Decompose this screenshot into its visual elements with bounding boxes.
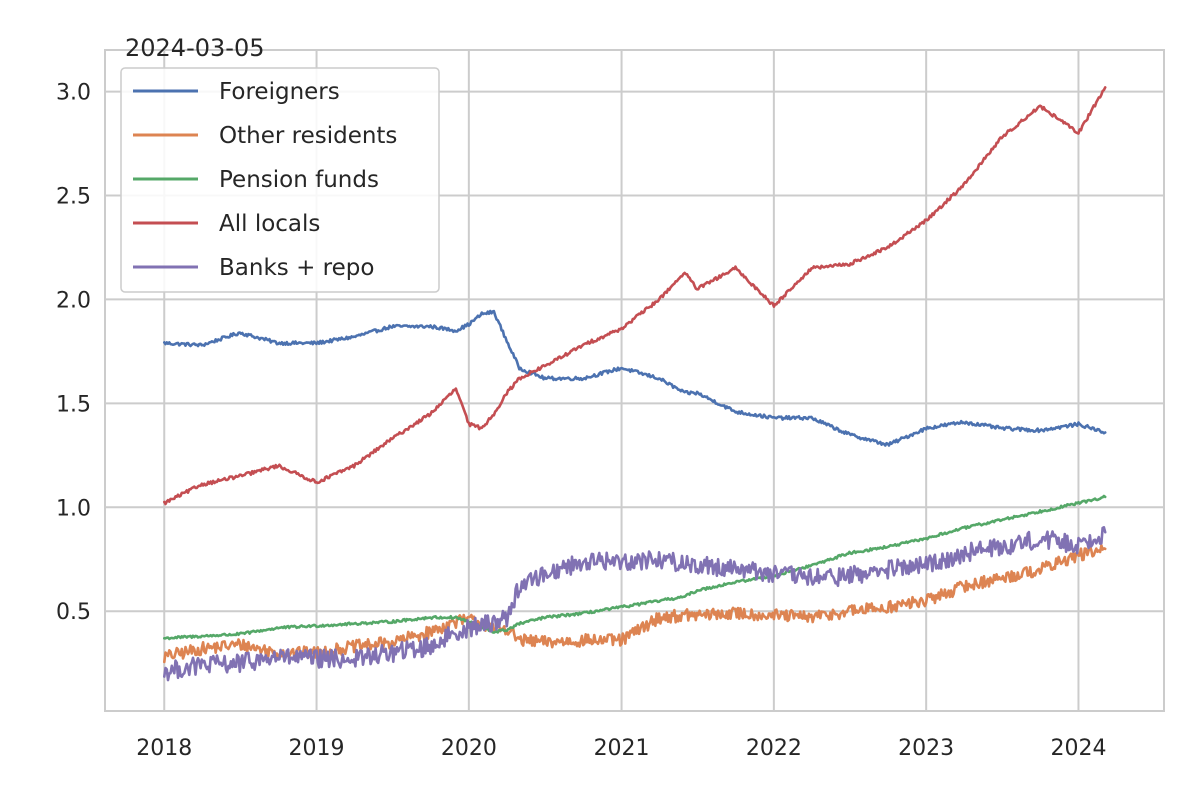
legend-label: All locals	[219, 211, 320, 237]
legend-label: Other residents	[219, 123, 397, 149]
y-tick-label: 2.0	[56, 288, 91, 313]
x-tick-label: 2019	[289, 736, 345, 761]
series-line-foreigners	[163, 309, 1107, 447]
series-line-banks-repo	[163, 526, 1107, 682]
x-tick-label: 2020	[441, 736, 497, 761]
series-line-all-locals	[163, 86, 1107, 506]
plot-frame	[104, 49, 1165, 712]
legend-label: Pension funds	[219, 167, 379, 193]
x-tick-label: 2021	[594, 736, 650, 761]
chart-title: 2024-03-05	[125, 34, 264, 62]
y-tick-label: 1.0	[56, 496, 91, 521]
series-line-pension-funds	[163, 494, 1107, 641]
y-tick-label: 3.0	[56, 81, 91, 106]
series-layer	[163, 86, 1107, 682]
legend-label: Foreigners	[219, 79, 340, 105]
y-tick-label: 0.5	[56, 600, 91, 625]
x-tick-label: 2023	[898, 736, 954, 761]
y-tick-label: 2.5	[56, 185, 91, 210]
x-tick-label: 2022	[746, 736, 802, 761]
legend-box	[120, 67, 440, 293]
x-tick-label: 2024	[1050, 736, 1106, 761]
y-tick-label: 1.5	[56, 392, 91, 417]
tick-labels: 2018 2019 2020 2021 2022 2023 2024 0.5 1.0 1.5 2.0…	[56, 81, 1106, 761]
legend-label: Banks + repo	[219, 255, 374, 281]
legend: Foreigners Other residents Pension funds Al…	[120, 67, 440, 293]
x-tick-label: 2018	[136, 736, 192, 761]
